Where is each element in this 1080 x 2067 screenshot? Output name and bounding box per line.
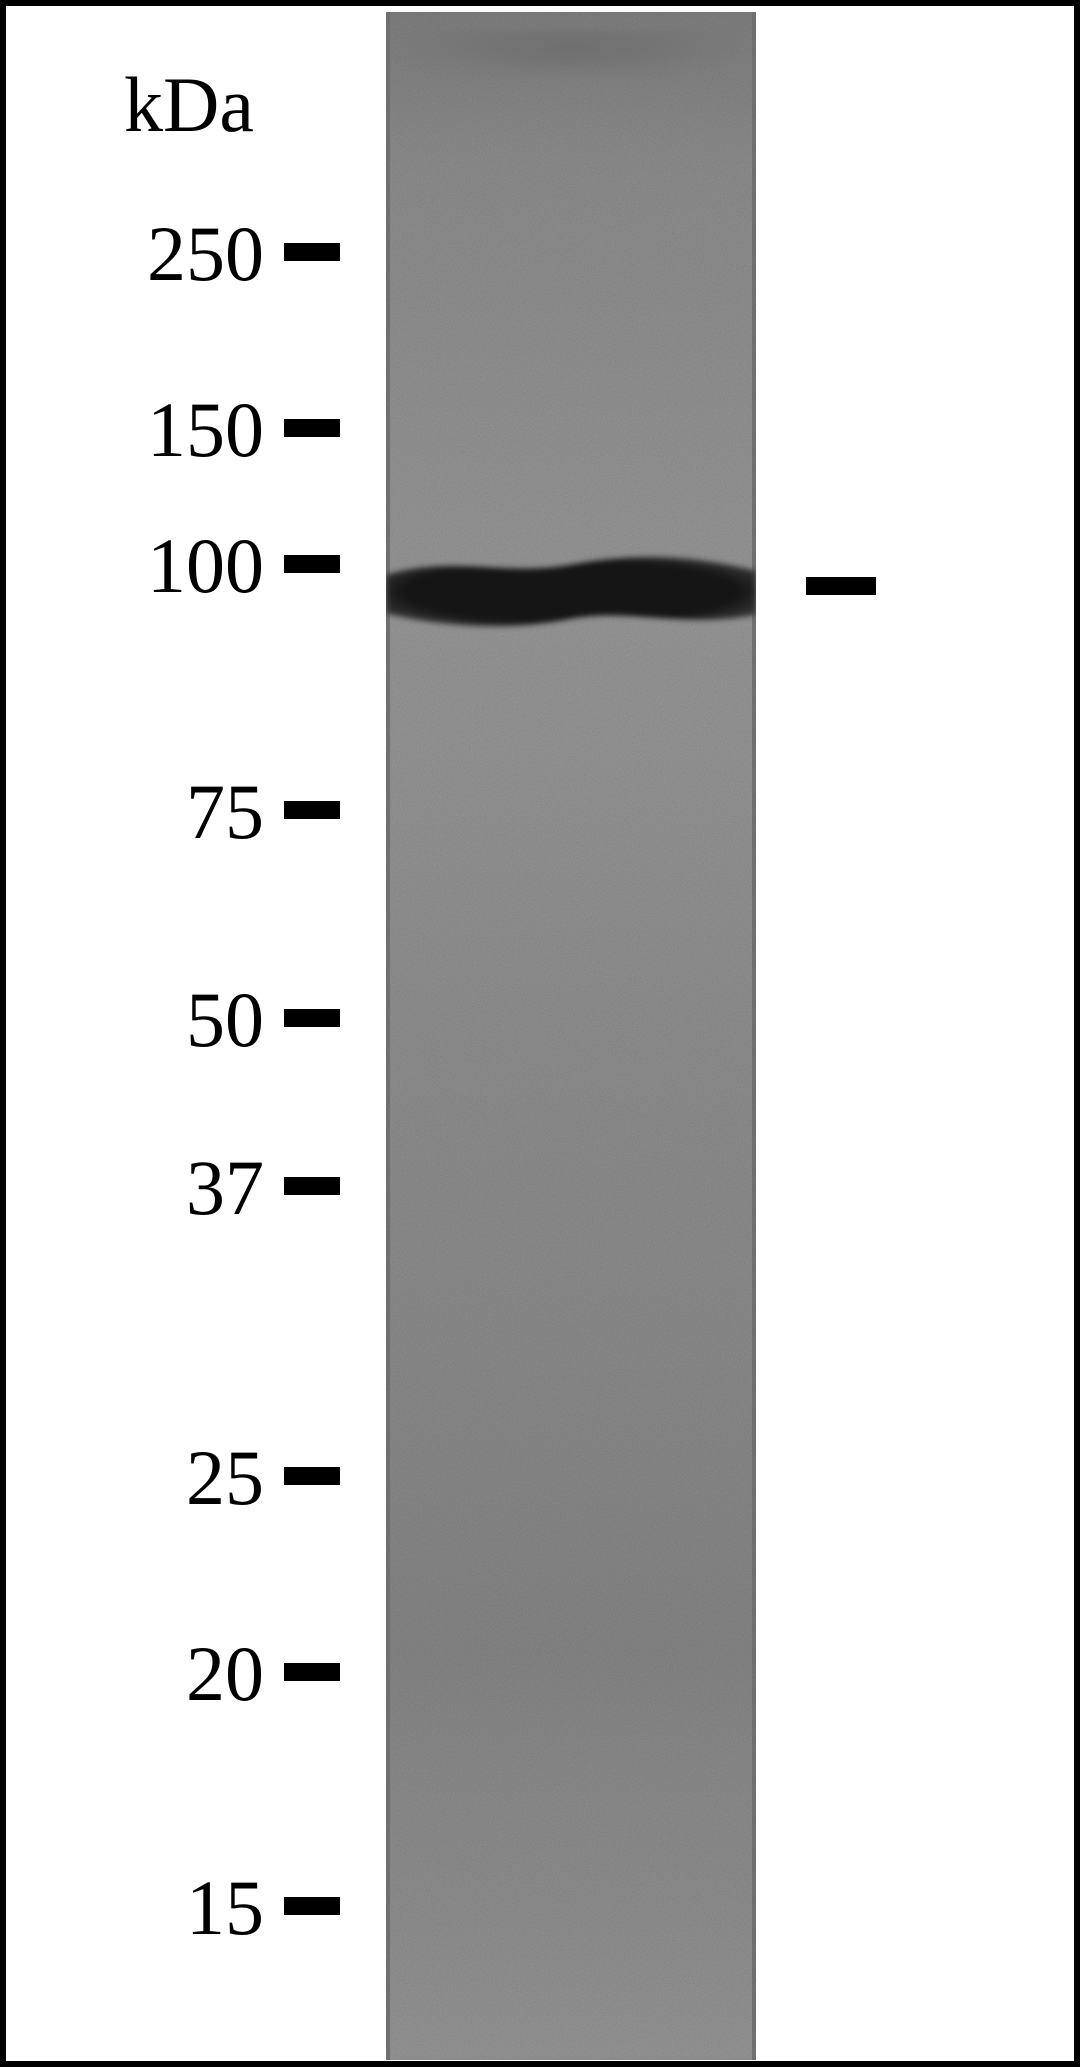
marker-tick-37 [284,1177,340,1195]
marker-tick-50 [284,1009,340,1027]
marker-tick-250 [284,243,340,261]
marker-label-50: 50 [44,975,264,1065]
axis-unit-label: kDa [124,60,254,150]
marker-label-150: 150 [44,385,264,475]
gel-lane [386,12,756,2060]
marker-label-25: 25 [44,1433,264,1523]
ladder-area: kDa 250 150 100 75 50 37 25 20 15 [6,6,1074,2061]
marker-tick-75 [284,801,340,819]
marker-label-250: 250 [44,209,264,299]
marker-tick-150 [284,419,340,437]
marker-label-100: 100 [44,521,264,611]
marker-tick-15 [284,1897,340,1915]
marker-tick-25 [284,1467,340,1485]
lane-background [386,12,756,2060]
lane-smudge-top [386,30,756,74]
marker-label-37: 37 [44,1143,264,1233]
marker-label-75: 75 [44,767,264,857]
protein-band-1 [386,545,756,635]
western-blot-figure: kDa 250 150 100 75 50 37 25 20 15 [0,0,1080,2067]
marker-label-20: 20 [44,1629,264,1719]
marker-tick-20 [284,1663,340,1681]
marker-label-15: 15 [44,1863,264,1953]
marker-tick-100 [284,555,340,573]
band-pointer-tick [806,577,876,595]
